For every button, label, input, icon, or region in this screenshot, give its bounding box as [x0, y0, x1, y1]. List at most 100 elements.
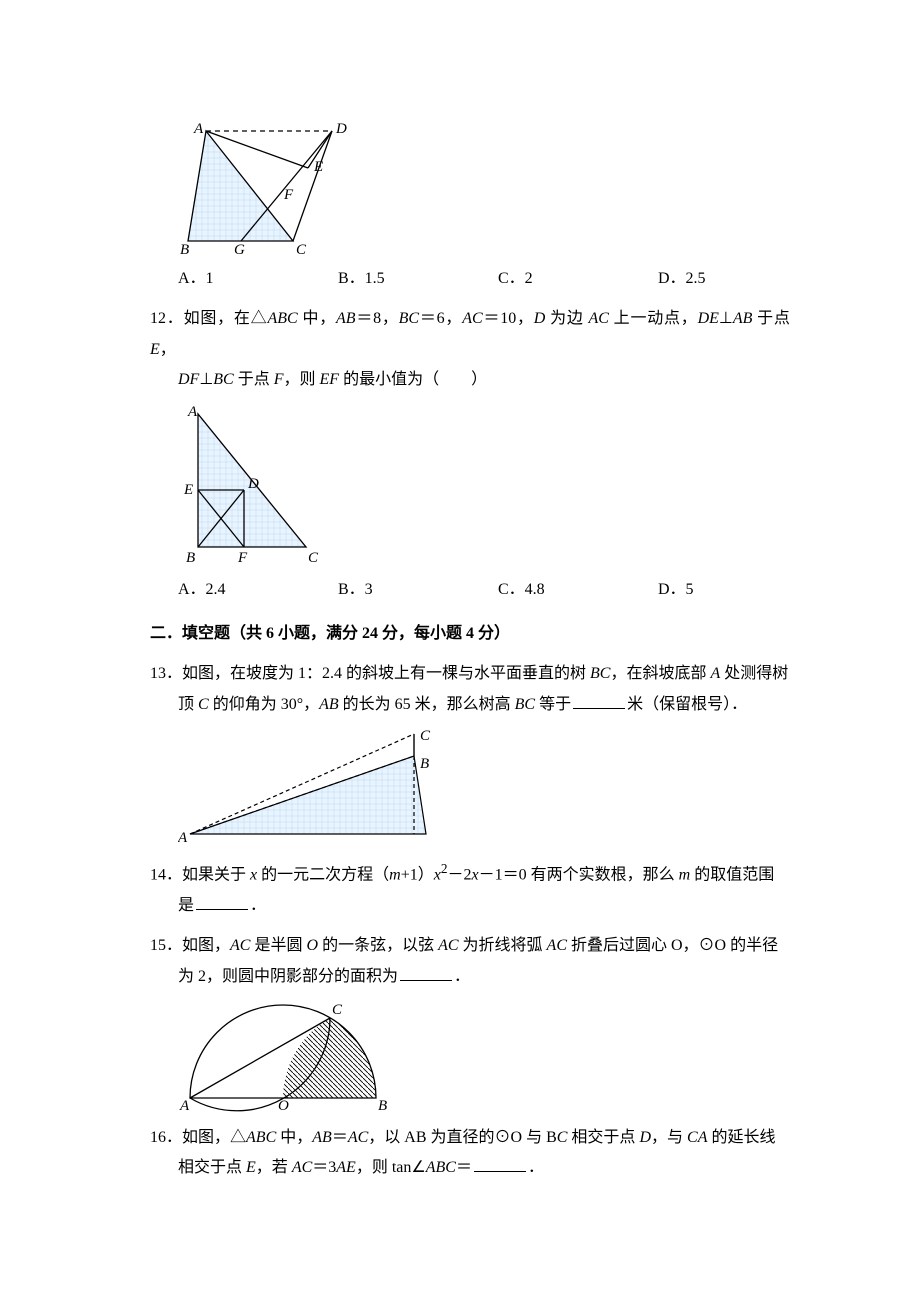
q15-ac2: AC: [438, 937, 458, 954]
q14-x2: x: [434, 866, 441, 883]
q12-options: A．2.4 B．3 C．4.8 D．5: [150, 575, 818, 605]
q15-o: O: [307, 937, 319, 954]
q13-num: 13．: [150, 665, 182, 682]
q12-line2: DF⊥BC 于点 F，则 EF 的最小值为（ ）: [150, 365, 790, 395]
svg-text:E: E: [313, 159, 323, 175]
q16-ac2: AC: [292, 1159, 312, 1176]
q13-c: 处测得树: [720, 665, 788, 682]
q13: 13．如图，在坡度为 1：2.4 的斜坡上有一棵与水平面垂直的树 BC，在斜坡底…: [150, 659, 790, 846]
q13-bc: BC: [590, 665, 610, 682]
q16-dd: D: [639, 1129, 651, 1146]
svg-text:B: B: [420, 756, 429, 772]
q12-df: DF: [178, 371, 199, 388]
q15-p: ．: [454, 968, 470, 985]
q16-num: 16．: [150, 1129, 182, 1146]
svg-text:O: O: [278, 1098, 289, 1113]
q12-opt-c: C．4.8: [498, 575, 658, 605]
q11-opt-c: C．2: [498, 264, 658, 294]
q14-f: 的取值范围: [690, 866, 774, 883]
q15-line1: 15．如图，AC 是半圆 O 的一条弦，以弦 AC 为折线将弧 AC 折叠后过圆…: [150, 931, 790, 961]
q12-ac2: AC: [588, 310, 608, 327]
q12-t5: 于点: [752, 310, 790, 327]
q11-figure: A D B C G E F: [150, 116, 790, 256]
q12-t3: 为边: [545, 310, 588, 327]
q16-line2: 相交于点 E，若 AC＝3AE，则 tan∠ABC＝．: [150, 1153, 790, 1183]
svg-text:D: D: [335, 121, 347, 137]
q12-bc: BC: [399, 310, 419, 327]
q15-2a: 为 2，则圆中阴影部分的面积为: [178, 968, 398, 985]
q13-blank: [573, 692, 625, 709]
svg-text:G: G: [234, 242, 245, 256]
q14-m2: m: [679, 866, 691, 883]
q15-figure: A B O C: [150, 998, 790, 1113]
q12-p1: ⊥: [719, 310, 733, 327]
q16-p: ．: [528, 1159, 544, 1176]
q11-svg: A D B C G E F: [178, 116, 348, 256]
q14-num: 14．: [150, 866, 182, 883]
q15-ac: AC: [230, 937, 250, 954]
svg-text:D: D: [247, 476, 259, 492]
svg-text:C: C: [296, 242, 307, 256]
q14: 14．如果关于 x 的一元二次方程（m+1）x2－2x－1＝0 有两个实数根，那…: [150, 856, 790, 921]
q12-svg: A B C D E F: [178, 402, 328, 567]
q15-c: 的一条弦，以弦: [318, 937, 438, 954]
q12: 12．如图，在△ABC 中，AB＝8，BC＝6，AC＝10，D 为边 AC 上一…: [150, 304, 790, 605]
svg-text:C: C: [332, 1002, 343, 1018]
svg-text:F: F: [283, 187, 294, 203]
q12-e1: ＝8，: [356, 310, 399, 327]
q13-cc: C: [198, 696, 209, 713]
q11-opt-a: A．1: [178, 264, 338, 294]
q12-num: 12．: [150, 310, 184, 327]
q13-figure: A B C: [150, 726, 790, 846]
q15-svg: A B O C: [178, 998, 388, 1113]
q14-e: －1＝0 有两个实数根，那么: [479, 866, 679, 883]
q16-abc: ABC: [246, 1129, 276, 1146]
q16-2a: 相交于点: [178, 1159, 246, 1176]
q16-b: 中，: [276, 1129, 312, 1146]
svg-text:C: C: [420, 728, 431, 744]
svg-text:B: B: [180, 242, 189, 256]
q16-ae: AE: [336, 1159, 356, 1176]
svg-text:B: B: [186, 550, 195, 566]
q12-t8: 的最小值为（ ）: [339, 371, 487, 388]
q11-options: A．1 B．1.5 C．2 D．2.5: [150, 264, 818, 294]
q13-2a: 顶: [178, 696, 198, 713]
q12-t1: 如图，在△: [184, 310, 268, 327]
q15-b: 是半圆: [250, 937, 306, 954]
q12-e3: ＝10，: [483, 310, 534, 327]
q12-bc2: BC: [213, 371, 233, 388]
q12-d: D: [534, 310, 546, 327]
q16-ee: E: [246, 1159, 256, 1176]
q14-line1: 14．如果关于 x 的一元二次方程（m+1）x2－2x－1＝0 有两个实数根，那…: [150, 856, 790, 891]
q12-ab2: AB: [733, 310, 753, 327]
q13-bc2: BC: [515, 696, 535, 713]
q14-a: 如果关于: [182, 866, 250, 883]
q12-ef: EF: [320, 371, 340, 388]
q16-f: 的延长线: [707, 1129, 775, 1146]
svg-text:C: C: [308, 550, 319, 566]
q15: 15．如图，AC 是半圆 O 的一条弦，以弦 AC 为折线将弧 AC 折叠后过圆…: [150, 931, 790, 1113]
q13-svg: A B C: [178, 726, 438, 846]
q15-line2: 为 2，则圆中阴影部分的面积为 ．: [150, 962, 790, 992]
q13-aa: A: [711, 665, 721, 682]
q13-ab: AB: [319, 696, 339, 713]
q12-de: DE: [698, 310, 719, 327]
q14-b: 的一元二次方程（: [257, 866, 389, 883]
q12-e2: ＝6，: [419, 310, 462, 327]
q11-opt-d: D．2.5: [658, 264, 818, 294]
q12-t6: 于点: [234, 371, 274, 388]
q16-a: 如图，△: [182, 1129, 246, 1146]
svg-text:A: A: [178, 830, 188, 846]
svg-text:A: A: [187, 404, 198, 420]
q16-ac: AC: [348, 1129, 368, 1146]
svg-text:E: E: [183, 482, 193, 498]
q16-e: ，与: [651, 1129, 687, 1146]
q16-2d: ，则 tan∠: [356, 1159, 426, 1176]
q16-d: 相交于点: [567, 1129, 639, 1146]
q13-2b: 的仰角为 30°，: [209, 696, 319, 713]
svg-text:A: A: [179, 1098, 190, 1113]
page: A D B C G E F A．1 B．1.5 C．2 D．2.5 12．如图，…: [0, 0, 920, 1244]
q12-t7: ，则: [284, 371, 320, 388]
q12-ff: F: [274, 371, 284, 388]
q12-abc: ABC: [267, 310, 297, 327]
